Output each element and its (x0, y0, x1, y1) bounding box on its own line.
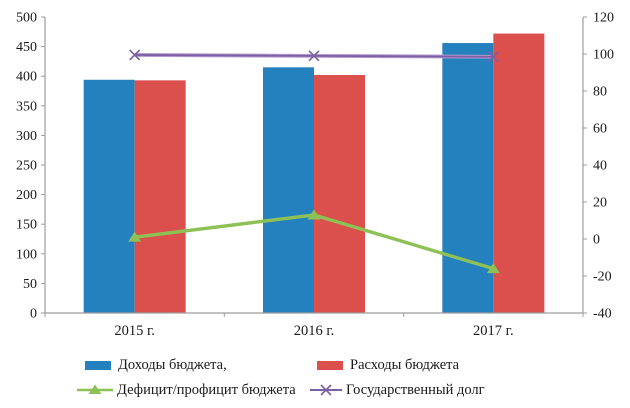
legend-label-revenues: Доходы бюджета, (118, 357, 227, 373)
legend-swatch-deficit (77, 384, 113, 394)
x-marker-icon (320, 384, 332, 396)
triangle-marker-icon (307, 209, 321, 220)
right-axis-tick-label: 40 (593, 159, 607, 174)
right-axis-tick-label: 0 (593, 233, 600, 248)
right-axis-tick-label: -40 (593, 307, 612, 322)
legend-item-revenues: Доходы бюджета, (85, 358, 227, 372)
bar-series0-cat1 (263, 67, 314, 313)
right-axis-tick-label: -20 (593, 270, 612, 285)
right-axis-tick-label: 120 (593, 11, 614, 26)
bar-series0-cat0 (83, 79, 135, 313)
x-marker-icon (487, 51, 499, 63)
legend-label-expenditures: Расходы бюджета (350, 357, 460, 373)
left-axis-tick-label: 100 (16, 247, 37, 262)
bar-series1-cat2 (493, 33, 545, 314)
x-axis-category-label: 2016 г. (294, 323, 335, 339)
x-axis-category-label: 2017 г. (473, 323, 514, 339)
left-axis-tick-label: 150 (16, 218, 37, 233)
budget-combo-chart: 5004504003503002502001501005001201008060… (16, 11, 614, 340)
left-axis-tick-label: 50 (23, 277, 37, 292)
x-marker-icon (308, 50, 320, 62)
legend-label-debt: Государственный долг (346, 382, 485, 398)
triangle-marker-icon (128, 231, 142, 242)
left-axis-tick-label: 200 (16, 188, 37, 203)
bar-series1-cat1 (314, 75, 365, 314)
left-axis-tick-label: 300 (16, 129, 37, 144)
triangle-marker-icon (88, 384, 102, 394)
triangle-marker-icon (486, 263, 500, 274)
legend-item-deficit: Дефицит/профицит бюджета (77, 383, 296, 397)
left-axis-tick-label: 250 (16, 159, 37, 174)
left-axis-tick-label: 500 (16, 11, 37, 26)
bar-series0-cat2 (442, 43, 494, 313)
right-axis-tick-label: 80 (593, 85, 607, 100)
legend-swatch-revenues (85, 360, 111, 370)
legend-swatch-debt (310, 384, 342, 396)
right-axis-tick-label: 100 (593, 48, 614, 63)
left-axis-tick-label: 350 (16, 99, 37, 114)
bar-series1-cat0 (134, 80, 186, 314)
legend-item-debt: Государственный долг (310, 383, 485, 397)
x-marker-icon (129, 49, 141, 61)
left-axis-tick-label: 450 (16, 40, 37, 55)
legend-swatch-expenditures (317, 360, 343, 370)
x-axis-category-label: 2015 г. (114, 323, 155, 339)
right-axis-tick-label: 20 (593, 196, 607, 211)
legend-item-expenditures: Расходы бюджета (317, 358, 459, 372)
left-axis-tick-label: 400 (16, 70, 37, 85)
right-axis-tick-label: 60 (593, 122, 607, 137)
left-axis-tick-label: 0 (30, 307, 37, 322)
legend-label-deficit: Дефицит/профицит бюджета (117, 382, 296, 398)
